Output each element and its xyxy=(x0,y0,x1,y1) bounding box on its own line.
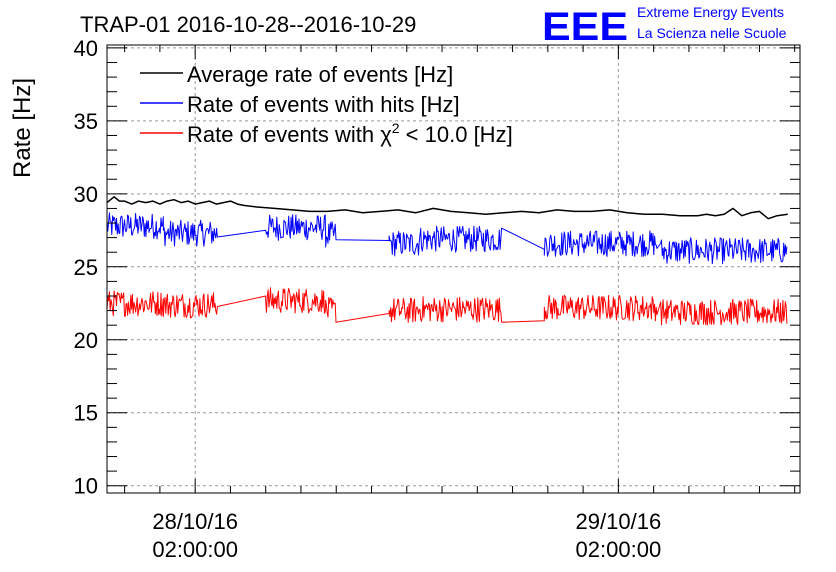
legend-label: Average rate of events [Hz] xyxy=(187,62,453,87)
y-tick-label: 10 xyxy=(74,474,98,499)
x-tick-time: 02:00:00 xyxy=(576,537,662,562)
y-axis-label: Rate [Hz] xyxy=(9,78,36,178)
x-tick-date: 28/10/16 xyxy=(152,509,238,534)
y-tick-label: 20 xyxy=(74,328,98,353)
chart-title: TRAP-01 2016-10-28--2016-10-29 xyxy=(80,12,416,37)
plot-border xyxy=(106,44,801,494)
series-layer xyxy=(106,196,788,326)
axis-ticks: 10 15 20 25 30 35 40 28/10/16 02:00:00 29/10/16 02… xyxy=(74,36,800,562)
series-line-1 xyxy=(106,212,788,265)
y-tick-label: 30 xyxy=(74,182,98,207)
logo-line2: La Scienza nelle Scuole xyxy=(637,25,787,41)
plot-frame xyxy=(106,44,801,494)
y-tick-label: 25 xyxy=(74,255,98,280)
eee-logo: EEE xyxy=(542,5,628,49)
legend-label: Rate of events with χ2 < 10.0 [Hz] xyxy=(187,120,513,147)
x-tick-date: 29/10/16 xyxy=(576,509,662,534)
grid-lines xyxy=(107,45,800,493)
logo-line1: Extreme Energy Events xyxy=(637,4,784,20)
series-line-2 xyxy=(106,287,788,326)
legend-label: Rate of events with hits [Hz] xyxy=(187,92,460,117)
y-tick-label: 40 xyxy=(74,36,98,61)
series-line-0 xyxy=(106,196,788,220)
legend: Average rate of events [Hz] Rate of event… xyxy=(140,62,513,147)
x-tick-time: 02:00:00 xyxy=(152,537,238,562)
y-tick-label: 15 xyxy=(74,401,98,426)
y-tick-label: 35 xyxy=(74,109,98,134)
